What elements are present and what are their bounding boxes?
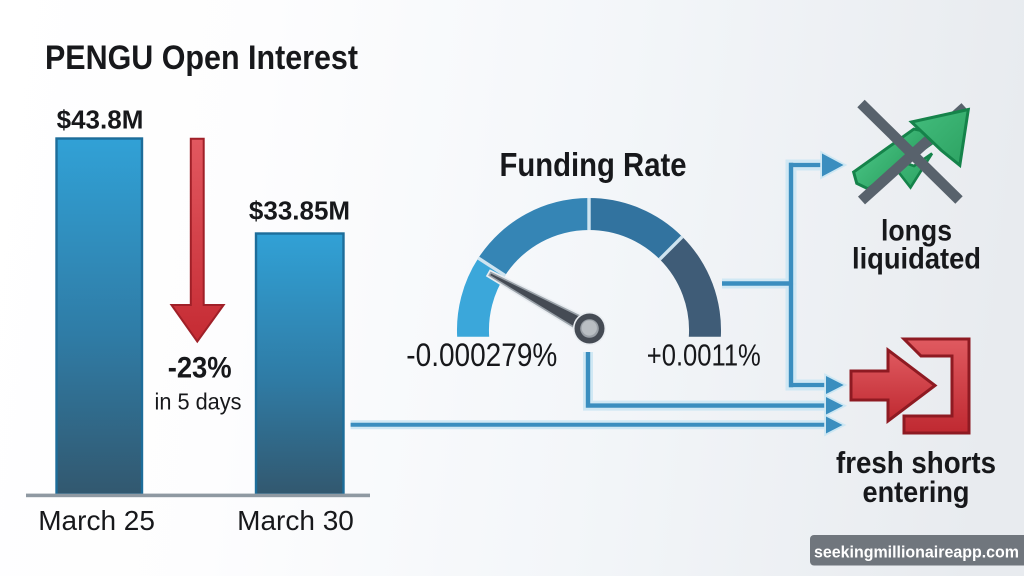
svg-text:seekingmillionaireapp.com: seekingmillionaireapp.com [814, 544, 1019, 562]
svg-text:$33.85M: $33.85M [249, 196, 350, 226]
svg-text:-23%: -23% [168, 352, 232, 385]
svg-text:-0.000279%: -0.000279% [406, 337, 557, 373]
svg-text:fresh shorts: fresh shorts [836, 445, 996, 480]
svg-text:longs: longs [881, 215, 952, 248]
svg-text:liquidated: liquidated [852, 243, 981, 276]
svg-text:PENGU Open Interest: PENGU Open Interest [45, 39, 358, 77]
svg-text:$43.8M: $43.8M [57, 105, 144, 135]
svg-text:March 25: March 25 [38, 505, 155, 536]
svg-text:Funding Rate: Funding Rate [500, 146, 687, 183]
svg-text:March 30: March 30 [237, 505, 354, 536]
svg-text:+0.0011%: +0.0011% [647, 338, 761, 373]
svg-text:in 5 days: in 5 days [155, 389, 242, 415]
svg-text:entering: entering [863, 476, 970, 509]
